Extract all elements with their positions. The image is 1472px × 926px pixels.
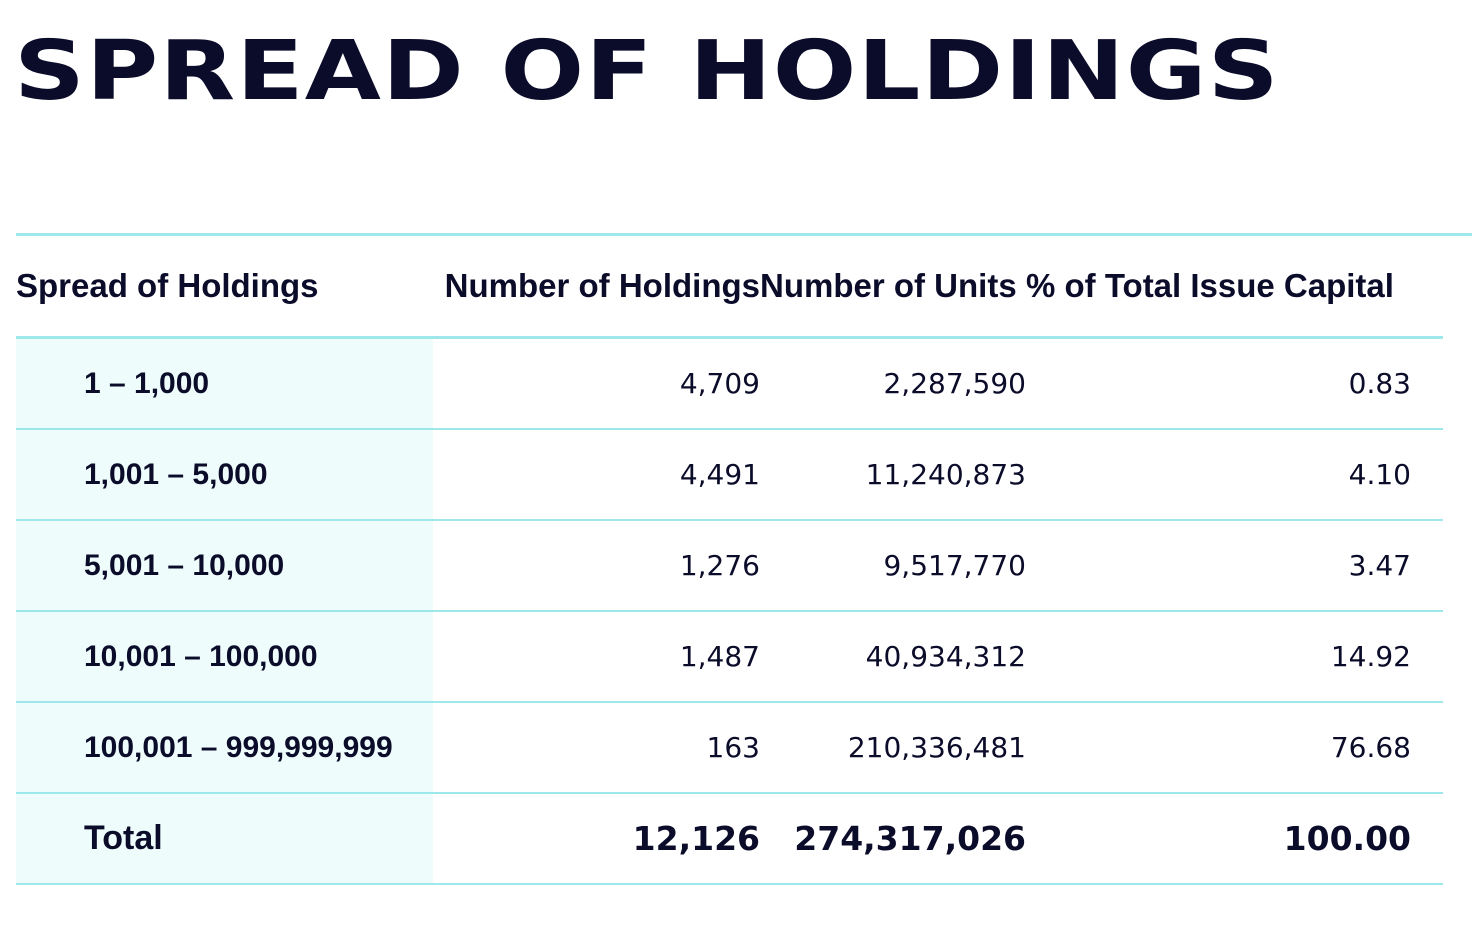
page-title: SPREAD OF HOLDINGS <box>14 24 1280 119</box>
percent-cell: 14.92 <box>1026 611 1443 703</box>
total-label: Total <box>16 793 433 885</box>
percent-cell: 4.10 <box>1026 429 1443 521</box>
holdings-cell: 4,709 <box>433 337 760 430</box>
range-cell: 1,001 – 5,000 <box>16 429 433 521</box>
percent-cell: 0.83 <box>1026 337 1443 430</box>
percent-cell: 3.47 <box>1026 520 1443 612</box>
range-cell: 100,001 – 999,999,999 <box>16 702 433 794</box>
table-row: 1,001 – 5,000 4,491 11,240,873 4.10 <box>16 429 1443 521</box>
holdings-cell: 1,487 <box>433 611 760 703</box>
table-header: Spread of Holdings Number of Holdings Nu… <box>16 236 1443 339</box>
range-cell: 5,001 – 10,000 <box>16 520 433 612</box>
units-cell: 11,240,873 <box>760 429 1026 521</box>
holdings-cell: 4,491 <box>433 429 760 521</box>
table-row: 10,001 – 100,000 1,487 40,934,312 14.92 <box>16 611 1443 703</box>
header-number-of-holdings: Number of Holdings <box>433 236 760 339</box>
total-row: Total 12,126 274,317,026 100.00 <box>16 793 1443 885</box>
range-cell: 10,001 – 100,000 <box>16 611 433 703</box>
header-spread-of-holdings: Spread of Holdings <box>16 236 433 339</box>
holdings-table: Spread of Holdings Number of Holdings Nu… <box>16 236 1443 885</box>
units-cell: 9,517,770 <box>760 520 1026 612</box>
header-percent-total-issue-capital: % of Total Issue Capital <box>1026 236 1443 339</box>
holdings-cell: 163 <box>433 702 760 794</box>
header-number-of-units: Number of Units <box>760 236 1026 339</box>
table-top-rule <box>16 233 1472 236</box>
header-row: Spread of Holdings Number of Holdings Nu… <box>16 236 1443 339</box>
units-cell: 210,336,481 <box>760 702 1026 794</box>
table-row: 1 – 1,000 4,709 2,287,590 0.83 <box>16 337 1443 430</box>
table-body: 1 – 1,000 4,709 2,287,590 0.83 1,001 – 5… <box>16 337 1443 885</box>
table-row: 5,001 – 10,000 1,276 9,517,770 3.47 <box>16 520 1443 612</box>
total-percent: 100.00 <box>1026 793 1443 885</box>
units-cell: 2,287,590 <box>760 337 1026 430</box>
total-units: 274,317,026 <box>760 793 1026 885</box>
range-cell: 1 – 1,000 <box>16 337 433 430</box>
holdings-cell: 1,276 <box>433 520 760 612</box>
units-cell: 40,934,312 <box>760 611 1026 703</box>
percent-cell: 76.68 <box>1026 702 1443 794</box>
total-holdings: 12,126 <box>433 793 760 885</box>
table-row: 100,001 – 999,999,999 163 210,336,481 76… <box>16 702 1443 794</box>
